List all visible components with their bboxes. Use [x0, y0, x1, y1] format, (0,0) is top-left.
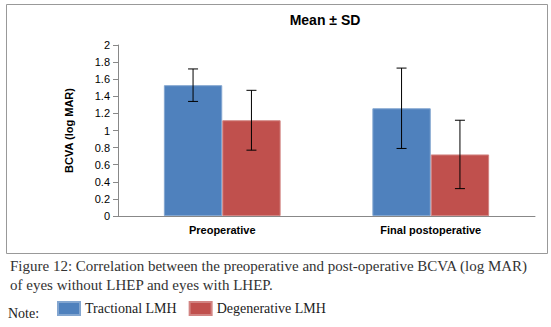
svg-text:0.4: 0.4 [95, 176, 110, 188]
svg-text:Preoperative: Preoperative [189, 224, 256, 236]
svg-text:1.2: 1.2 [95, 107, 110, 119]
svg-text:0.2: 0.2 [95, 193, 110, 205]
svg-text:BCVA (log MAR): BCVA (log MAR) [63, 88, 75, 173]
svg-text:1.6: 1.6 [95, 73, 110, 85]
svg-text:1: 1 [104, 125, 110, 137]
svg-text:0: 0 [104, 210, 110, 222]
svg-text:Final postoperative: Final postoperative [380, 224, 481, 236]
svg-text:Figure 12: Correlation between: Figure 12: Correlation between the preop… [10, 258, 531, 275]
svg-text:Tractional LMH: Tractional LMH [85, 301, 177, 316]
svg-text:0.6: 0.6 [95, 159, 110, 171]
svg-text:of eyes without LHEP and eyes: of eyes without LHEP and eyes with LHEP. [10, 277, 273, 293]
svg-text:1.8: 1.8 [95, 56, 110, 68]
svg-text:1.4: 1.4 [95, 90, 110, 102]
svg-text:2: 2 [104, 39, 110, 51]
svg-text:Mean ± SD: Mean ± SD [290, 12, 361, 28]
svg-text:0.8: 0.8 [95, 142, 110, 154]
svg-text:Degenerative LMH: Degenerative LMH [217, 301, 326, 316]
svg-text:Note:: Note: [8, 306, 39, 321]
